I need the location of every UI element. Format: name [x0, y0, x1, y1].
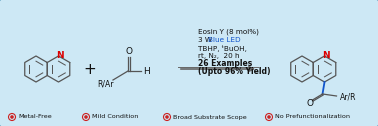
Text: 26 Examples: 26 Examples — [198, 59, 252, 69]
Circle shape — [84, 115, 88, 119]
Circle shape — [267, 115, 271, 119]
Circle shape — [165, 115, 169, 119]
Text: +: + — [84, 61, 96, 76]
Text: No Prefunctionalization: No Prefunctionalization — [275, 115, 350, 119]
Text: Broad Substrate Scope: Broad Substrate Scope — [173, 115, 247, 119]
Text: H: H — [143, 67, 149, 75]
Text: N: N — [322, 51, 329, 60]
Text: O: O — [125, 48, 133, 56]
Text: TBHP, ᵗBuOH,: TBHP, ᵗBuOH, — [198, 44, 247, 52]
Text: 3 W: 3 W — [198, 37, 214, 43]
Text: rt, N₂,  20 h: rt, N₂, 20 h — [198, 53, 240, 59]
Text: R/Ar: R/Ar — [97, 80, 113, 88]
Text: Mild Condition: Mild Condition — [92, 115, 138, 119]
Text: Metal-Free: Metal-Free — [18, 115, 52, 119]
Text: N: N — [56, 51, 64, 60]
Text: Ar/R: Ar/R — [339, 92, 356, 102]
Text: (Upto 96% Yield): (Upto 96% Yield) — [198, 68, 271, 76]
Text: Eosin Y (8 mol%): Eosin Y (8 mol%) — [198, 29, 259, 35]
Text: O: O — [306, 99, 313, 107]
Text: Blue LED: Blue LED — [208, 37, 241, 43]
Circle shape — [10, 115, 14, 119]
